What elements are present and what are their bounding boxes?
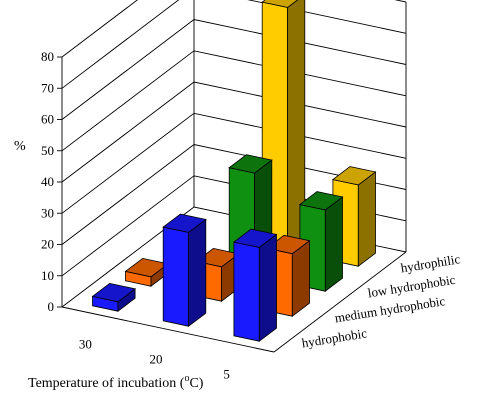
y-tick-label: 40 <box>41 174 54 189</box>
bar-top-face <box>331 166 377 186</box>
bar-front-face <box>233 241 260 342</box>
axis-line <box>273 251 407 353</box>
bar-top-face <box>265 234 311 255</box>
chart-bars <box>91 0 377 343</box>
bar-top-face <box>91 282 137 303</box>
y-tick-label: 30 <box>41 205 54 220</box>
y-tick-label: 10 <box>41 268 54 283</box>
bar-side-face <box>258 233 277 343</box>
y-tick-label: 80 <box>41 49 54 64</box>
y-tick-label: 50 <box>41 143 54 158</box>
bar-front-face <box>162 226 190 327</box>
series-label: hydrophobic <box>301 325 368 350</box>
y-axis-label: % <box>14 139 26 154</box>
series-label: medium hydrophobic <box>334 293 447 325</box>
gridline <box>61 50 407 152</box>
y-tick-label: 20 <box>41 237 54 252</box>
x-tick-label: 20 <box>150 352 163 367</box>
gridline <box>61 19 407 120</box>
axis-line <box>61 306 275 353</box>
y-tick-label: 70 <box>41 80 54 95</box>
x-tick-label: 5 <box>223 367 230 382</box>
bar-hydrophobic-30 <box>91 282 137 313</box>
bar-side-face <box>188 218 207 328</box>
bar-medium-hydrophobic-30 <box>124 257 170 288</box>
bar-top-face <box>232 228 278 248</box>
bar-top-face <box>298 191 344 211</box>
chart-walls <box>57 0 407 353</box>
gridline <box>61 0 407 89</box>
bar-side-face <box>324 196 343 293</box>
bar-side-face <box>357 171 376 268</box>
bar-hydrophobic-20 <box>162 213 207 328</box>
y-axis-ticks: 0 10 20 30 40 50 60 70 80 <box>41 49 54 314</box>
bar-top-face <box>162 213 207 233</box>
bar-top-face <box>261 0 299 8</box>
bar-hydrophobic-5 <box>232 228 278 343</box>
bar-low-hydrophobic-5 <box>298 191 344 293</box>
y-tick-label: 0 <box>48 299 55 314</box>
x-axis-ticks: 30 20 5 <box>79 337 230 382</box>
bar-top-face <box>228 154 273 174</box>
gridline <box>61 0 407 58</box>
y-tick-label: 60 <box>41 112 54 127</box>
x-tick-label: 30 <box>79 337 92 352</box>
x-axis-label: Temperature of incubation (oC) <box>28 373 204 391</box>
